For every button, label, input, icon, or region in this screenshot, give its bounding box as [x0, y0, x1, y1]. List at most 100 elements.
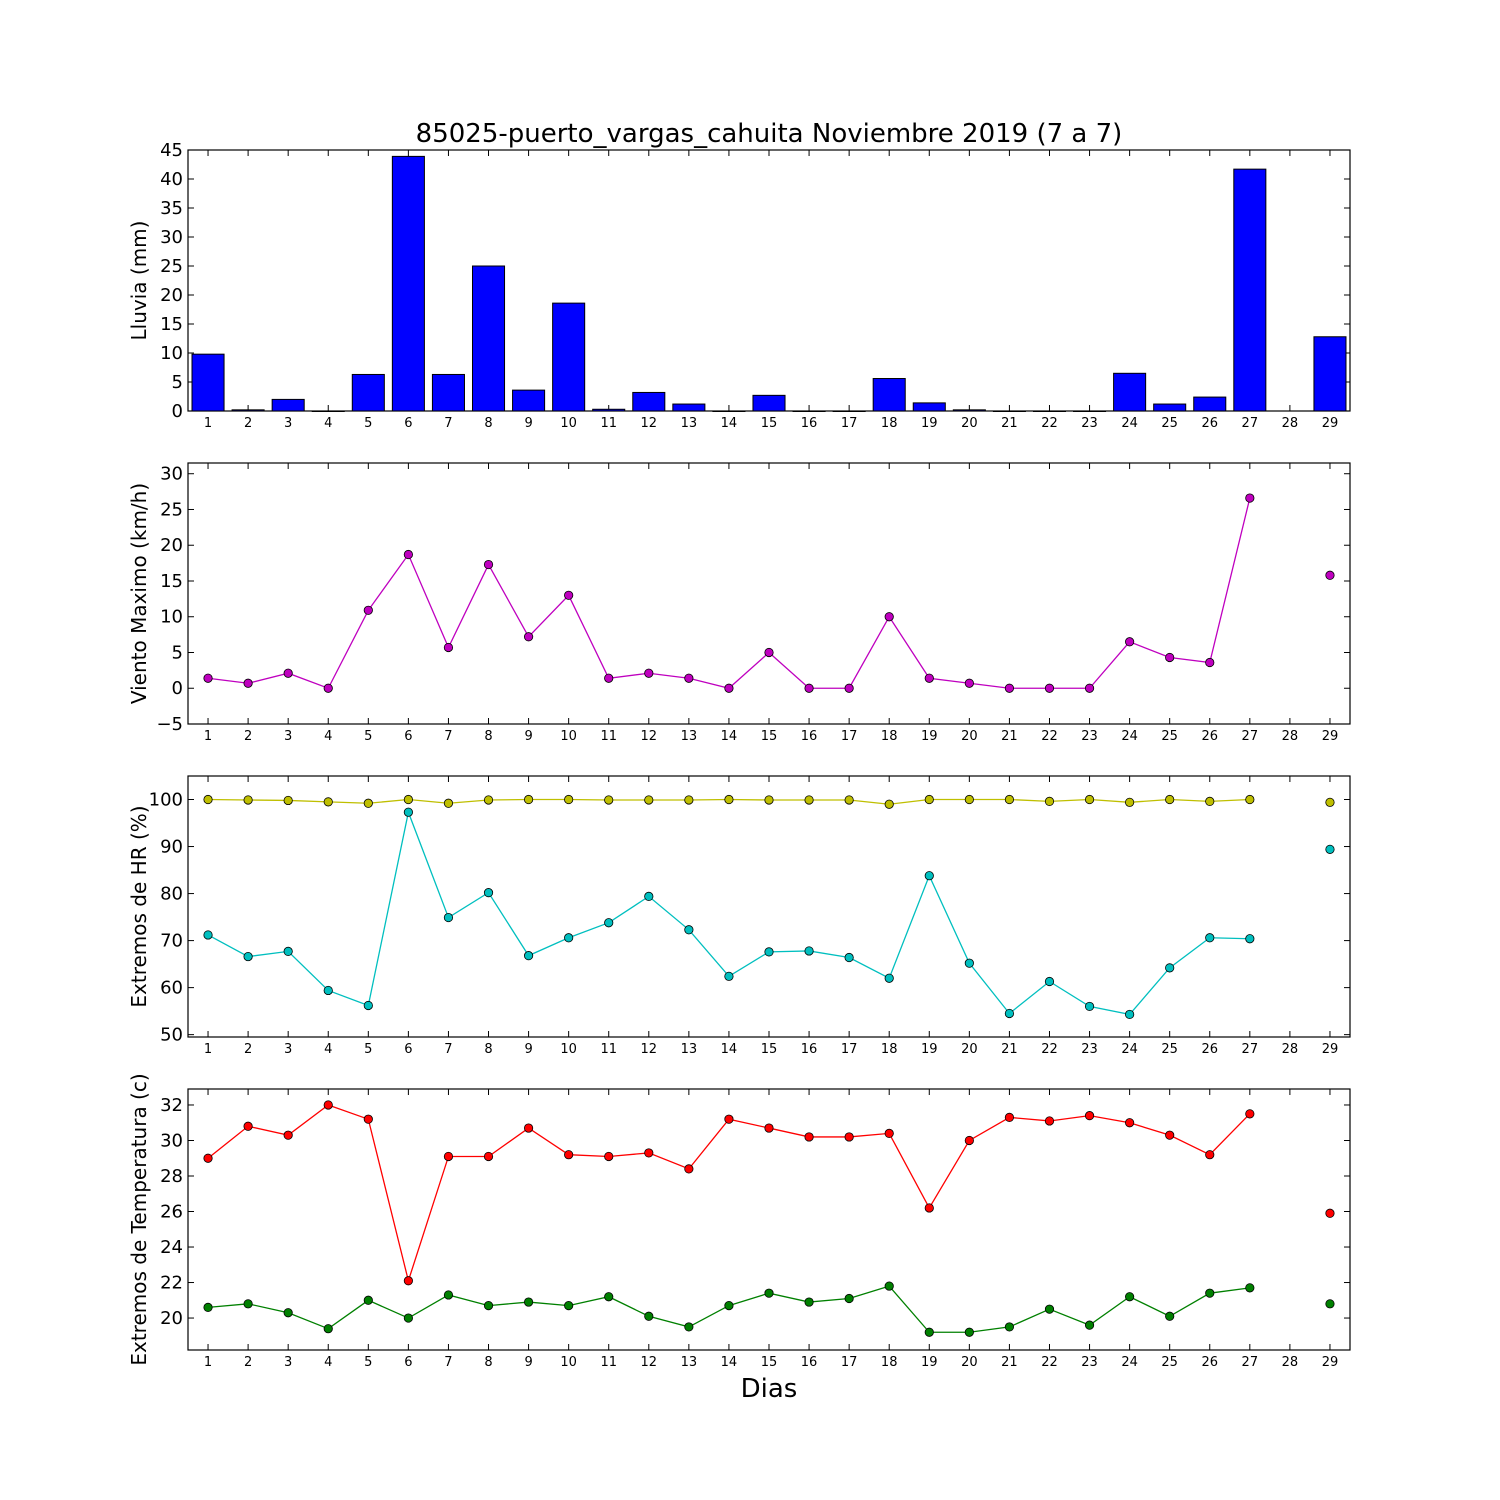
temperatura-series-0-point-day-25: [1165, 1130, 1175, 1140]
humedad-series-0-point-day-10: [564, 794, 574, 805]
viento-xtick-label: 20: [961, 729, 978, 744]
temperatura-series-1-point-day-18: [884, 1281, 894, 1291]
humedad-series-0-point-day-14: [724, 794, 734, 805]
lluvia-xtick-label: 24: [1121, 416, 1138, 431]
humedad-ytick-label: 80: [160, 884, 183, 905]
temperatura-series-1-point-day-23: [1084, 1320, 1095, 1330]
lluvia-xtick-label: 3: [284, 416, 292, 431]
lluvia-xtick-label: 14: [721, 416, 738, 431]
humedad-xtick-label: 2: [244, 1042, 252, 1057]
temperatura-xtick-label: 21: [1001, 1355, 1018, 1370]
humedad-series-0-point-day-18: [884, 799, 894, 809]
lluvia-xtick-label: 25: [1161, 416, 1178, 431]
temperatura-series-1-point-day-8: [483, 1301, 494, 1311]
temperatura-series-0-point-day-18: [884, 1128, 894, 1138]
humedad-series-0-point-day-3: [283, 795, 293, 806]
humedad-series-0-point-day-26: [1205, 796, 1215, 806]
temperatura-series-0-point-day-20: [964, 1135, 974, 1146]
viento-xtick-label: 9: [524, 729, 532, 744]
viento-xtick-label: 22: [1041, 729, 1058, 744]
humedad-xtick-label: 19: [921, 1042, 938, 1057]
humedad-y-axis-label: Extremos de HR (%): [127, 805, 151, 1007]
viento-series-0-point-day-9: [523, 632, 534, 642]
temperatura-ytick-label: 28: [160, 1166, 183, 1187]
temperatura-series-0-point-day-3: [283, 1130, 293, 1140]
humedad-series-1-point-day-9: [523, 951, 534, 961]
temperatura-xtick-label: 26: [1201, 1355, 1218, 1370]
lluvia-bar-day-23: [1073, 410, 1107, 412]
lluvia-xtick-label: 29: [1322, 416, 1339, 431]
viento-xtick-label: 19: [921, 729, 938, 744]
lluvia-ytick-label: 0: [172, 401, 183, 422]
humedad-series-0-point-day-1: [203, 794, 213, 805]
humedad-series-1-point-day-1: [203, 930, 213, 940]
lluvia-bar-day-13: [672, 403, 706, 412]
humedad-series-1-point-day-18: [884, 973, 894, 983]
humedad-series-1-point-day-8: [483, 888, 494, 898]
lluvia-bar-day-26: [1193, 396, 1227, 412]
humedad-series-1-point-day-22: [1044, 976, 1055, 987]
humedad-series-1-point-day-16: [804, 946, 814, 956]
lluvia-bar-day-24: [1113, 372, 1147, 412]
temperatura-series-1-point-day-14: [724, 1301, 734, 1311]
temperatura-xtick-label: 12: [641, 1355, 658, 1370]
viento-ytick-label: 15: [160, 571, 183, 592]
lluvia-bar-day-15: [752, 394, 786, 412]
humedad-series-1-point-day-23: [1084, 1001, 1095, 1012]
lluvia-xtick-label: 6: [404, 416, 412, 431]
temperatura-xtick-label: 5: [364, 1355, 372, 1370]
humedad-series-0-point-day-25: [1165, 794, 1175, 805]
temperatura-series-0-point-day-14: [724, 1114, 734, 1124]
temperatura-series-1-point-day-26: [1205, 1288, 1215, 1298]
temperatura-series-1-point-day-7: [443, 1290, 454, 1300]
lluvia-xtick-label: 23: [1081, 416, 1098, 431]
temperatura-xtick-label: 1: [204, 1355, 212, 1370]
temperatura-series-0-point-day-15: [764, 1123, 774, 1133]
temperatura-ytick-label: 26: [160, 1202, 183, 1223]
lluvia-bar-day-29: [1313, 336, 1347, 412]
lluvia-xtick-label: 4: [324, 416, 332, 431]
temperatura-series-1-point-day-12: [644, 1311, 654, 1321]
humedad-xtick-label: 12: [641, 1042, 658, 1057]
lluvia-ytick-label: 5: [172, 372, 183, 393]
lluvia-bar-day-25: [1153, 403, 1187, 412]
humedad-series-1-point-day-3: [283, 946, 293, 957]
lluvia-xtick-label: 28: [1282, 416, 1299, 431]
temperatura-series-1-point-day-27: [1245, 1283, 1255, 1293]
temperatura-xtick-label: 13: [681, 1355, 698, 1370]
temperatura-xtick-label: 27: [1242, 1355, 1259, 1370]
x-axis-label: Dias: [741, 1374, 798, 1404]
temperatura-xtick-label: 25: [1161, 1355, 1178, 1370]
humedad-xtick-label: 8: [484, 1042, 492, 1057]
temperatura-series-0-point-day-29: [1325, 1208, 1335, 1218]
viento-series-0-point-day-5: [363, 605, 373, 615]
humedad-series-1-point-day-11: [604, 918, 614, 928]
temperatura-xtick-label: 6: [404, 1355, 412, 1370]
lluvia-xtick-label: 15: [761, 416, 778, 431]
viento-series-0-point-day-24: [1125, 637, 1135, 647]
temperatura-xtick-label: 19: [921, 1355, 938, 1370]
viento-xtick-label: 10: [560, 729, 577, 744]
temperatura-ytick-label: 30: [160, 1130, 183, 1151]
humedad-series-0-point-day-6: [403, 794, 413, 805]
temperatura-xtick-label: 18: [881, 1355, 898, 1370]
viento-series-0-point-day-27: [1245, 493, 1255, 503]
humedad-series-0-point-day-2: [243, 795, 253, 805]
lluvia-bar-day-7: [431, 373, 465, 412]
viento-xtick-label: 7: [444, 729, 452, 744]
lluvia-bar-day-5: [351, 373, 385, 412]
humedad-xtick-label: 26: [1201, 1042, 1218, 1057]
humedad-xtick-label: 16: [801, 1042, 818, 1057]
humedad-xtick-label: 13: [681, 1042, 698, 1057]
humedad-xtick-label: 6: [404, 1042, 412, 1057]
lluvia-bar-day-16: [792, 410, 826, 412]
viento-xtick-label: 17: [841, 729, 858, 744]
lluvia-ytick-label: 45: [160, 140, 183, 161]
temperatura-xtick-label: 8: [484, 1355, 492, 1370]
humedad-xtick-label: 21: [1001, 1042, 1018, 1057]
humedad-xtick-label: 1: [204, 1042, 212, 1057]
viento-xtick-label: 27: [1242, 729, 1259, 744]
humedad-series-1-point-day-19: [924, 871, 934, 881]
humedad-series-1-point-day-7: [443, 912, 454, 923]
